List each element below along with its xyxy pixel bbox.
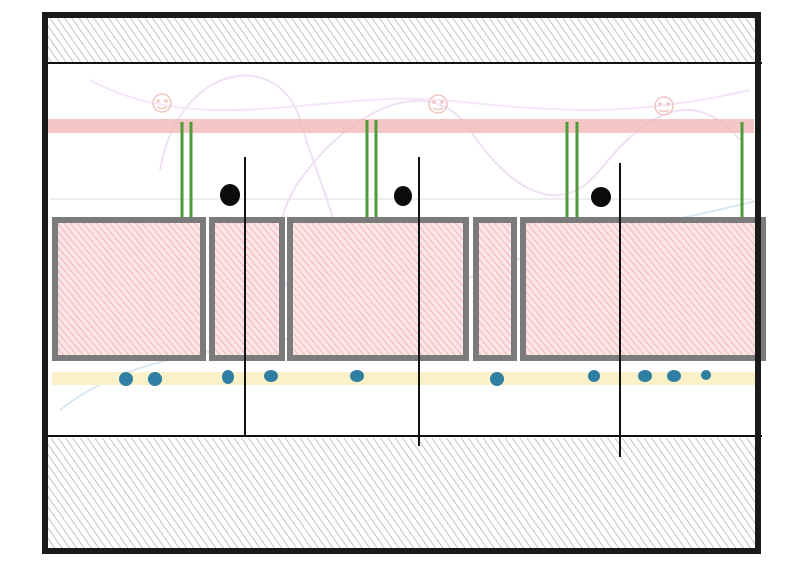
smiley-icon xyxy=(654,96,674,116)
divider-lines xyxy=(244,157,621,457)
blue-dots xyxy=(119,370,711,386)
smiley-icon xyxy=(152,93,172,113)
top-hatched-band xyxy=(46,16,756,62)
bottom-hatched-band xyxy=(46,438,756,548)
block xyxy=(473,217,517,361)
grass-stems xyxy=(180,120,744,220)
outer-frame xyxy=(42,12,761,554)
pink-band xyxy=(48,119,754,133)
block xyxy=(52,217,206,361)
black-dots xyxy=(220,184,611,207)
block xyxy=(520,217,766,361)
block xyxy=(209,217,285,361)
smiley-icon xyxy=(428,94,448,114)
block xyxy=(287,217,469,361)
blocks xyxy=(52,217,766,361)
